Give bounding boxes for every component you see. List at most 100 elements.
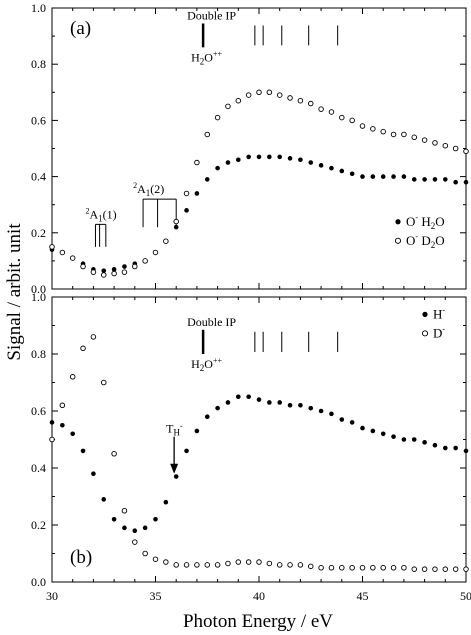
data-point (91, 471, 96, 477)
threshold-sub: H (173, 428, 180, 438)
data-point (287, 156, 293, 161)
data-point (422, 177, 427, 182)
legend-marker-filled (395, 219, 401, 225)
data-point (421, 137, 428, 143)
data-point (463, 566, 469, 572)
y-tick-label: 0.2 (31, 518, 46, 532)
data-point (152, 249, 159, 256)
data-point (370, 174, 376, 179)
a1-1-main: A (89, 207, 98, 221)
y-tick-label: 1.0 (31, 1, 46, 15)
data-point (452, 145, 459, 152)
x-tick-label: 40 (253, 589, 265, 603)
h2o-o: O (204, 50, 213, 64)
h2o-sub: 2 (200, 363, 205, 373)
data-point (111, 270, 117, 277)
data-point (380, 565, 386, 571)
data-point (215, 165, 220, 171)
data-point (132, 263, 138, 270)
data-point (194, 159, 200, 166)
data-point (443, 445, 448, 451)
plot-frame (51, 7, 467, 290)
data-point (328, 565, 335, 571)
data-point (401, 437, 407, 442)
y-tick-label: 0.8 (31, 347, 46, 361)
data-point (225, 103, 231, 110)
data-point (49, 436, 55, 443)
data-point (132, 528, 138, 533)
legend-ion-sup: - (442, 305, 445, 314)
data-point (380, 128, 386, 135)
data-point (204, 177, 210, 182)
data-point (432, 442, 438, 448)
h2o-o: O (204, 357, 213, 371)
data-point (308, 100, 314, 107)
data-point (59, 402, 66, 409)
panel-a: 0.00.20.40.60.81.0(a)Double IPH2O++2A1(1… (31, 1, 469, 296)
data-point (142, 525, 148, 531)
data-point (80, 448, 86, 454)
a1-1-tail: (1) (103, 207, 117, 221)
h2o-sup: ++ (213, 49, 223, 58)
legend-entry: O- D2O (406, 232, 445, 250)
data-point (235, 97, 242, 104)
legend-entry: D- (433, 324, 445, 340)
y-tick-label: 0.0 (31, 575, 46, 589)
data-point (204, 414, 210, 420)
data-point (49, 244, 55, 250)
legend-mol: H (418, 214, 431, 229)
data-point (236, 394, 241, 400)
data-point (225, 400, 231, 405)
data-point (256, 559, 262, 565)
threshold-sup: - (180, 422, 183, 431)
legend-mol-tail: O (435, 233, 444, 248)
data-point (236, 157, 241, 163)
data-point (339, 417, 345, 422)
data-point (122, 525, 127, 531)
data-point (204, 562, 210, 568)
data-point (194, 562, 200, 568)
data-point (245, 559, 252, 565)
data-point (432, 140, 438, 146)
data-point (49, 420, 55, 425)
data-point (225, 160, 231, 165)
data-point (298, 157, 303, 163)
data-point (287, 403, 293, 408)
y-tick-label: 0.6 (31, 113, 46, 127)
data-point (328, 109, 335, 115)
legend-ion: O (406, 233, 415, 248)
data-point (411, 566, 418, 572)
data-point (121, 269, 128, 275)
data-point (298, 403, 303, 408)
data-point (308, 160, 314, 165)
data-point (297, 97, 304, 104)
data-point (267, 154, 272, 160)
legend-marker-open (394, 237, 402, 244)
data-point (401, 131, 407, 138)
double-ip-label: Double IP (187, 8, 236, 22)
series-filled (49, 394, 469, 533)
data-point (318, 163, 324, 168)
data-point (329, 411, 334, 417)
data-point (339, 114, 345, 121)
data-point (142, 550, 148, 557)
x-axis-title: Photon Energy / eV (183, 611, 333, 632)
data-point (80, 263, 86, 270)
data-point (101, 497, 107, 502)
data-point (111, 451, 117, 457)
data-point (349, 565, 355, 571)
a1-2-label: 2A1(2) (133, 181, 164, 198)
panel-label: (b) (70, 547, 92, 568)
data-point (277, 400, 283, 405)
x-tick-label: 45 (357, 589, 369, 603)
data-point (173, 562, 179, 568)
legend-ion-sup: - (415, 213, 418, 222)
legend-ion-sup: - (442, 324, 445, 333)
data-point (421, 566, 428, 572)
data-point (256, 154, 262, 160)
series-open (49, 89, 469, 278)
data-point (349, 117, 355, 124)
a1-2-sub: 1 (146, 188, 151, 198)
data-point (60, 422, 65, 428)
h2o-dication-label: H2O++ (191, 356, 222, 373)
